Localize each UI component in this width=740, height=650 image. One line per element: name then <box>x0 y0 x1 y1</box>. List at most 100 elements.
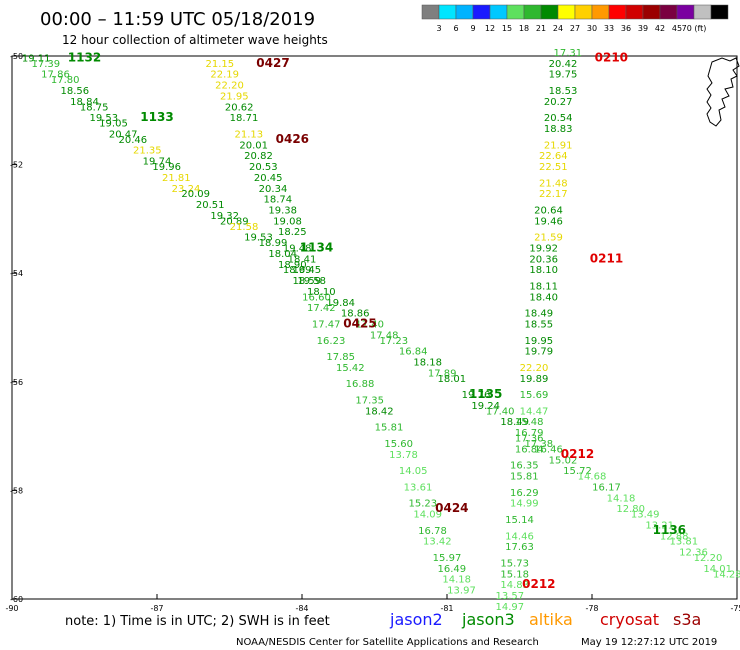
colorbar-label: 15 <box>502 24 512 33</box>
x-tick-label: -90 <box>5 604 18 613</box>
credit-text: NOAA/NESDIS Center for Satellite Applica… <box>236 637 539 648</box>
wave-height-point: 20.36 <box>529 254 558 265</box>
wave-height-point: 22.64 <box>539 151 568 162</box>
wave-height-point: 16.46 <box>534 444 563 455</box>
wave-height-point: 15.48 <box>515 417 544 428</box>
axes: -90 -87 -84 -81 -78 -75 -50 -52 -54 -56 -58 -60 <box>5 52 740 613</box>
wave-height-point: 18.10 <box>307 287 336 298</box>
wave-height-point: 19.75 <box>549 70 578 81</box>
x-tick-label: -78 <box>585 604 598 613</box>
wave-height-point: 15.81 <box>510 472 539 483</box>
wave-height-point: 16.88 <box>346 379 375 390</box>
y-tick-label: -60 <box>10 595 23 604</box>
wave-height-point: 18.75 <box>80 102 109 113</box>
wave-height-point: 14.83 <box>500 580 529 591</box>
wave-height-point: 14.09 <box>413 510 442 521</box>
wave-height-point: 20.45 <box>254 173 283 184</box>
wave-height-point: 20.82 <box>244 151 273 162</box>
wave-height-point: 17.89 <box>428 368 457 379</box>
wave-height-point: 19.53 <box>90 113 119 124</box>
colorbar-label: 12 <box>485 24 495 33</box>
colorbar-label: 24 <box>553 24 563 33</box>
pass-label: 1134 <box>300 240 333 254</box>
colorbar-swatch <box>659 4 678 20</box>
wave-height-point: 18.41 <box>288 254 317 265</box>
wave-height-point: 18.71 <box>230 113 259 124</box>
wave-height-point: 18.42 <box>365 406 394 417</box>
wave-height-point: 19.32 <box>210 211 239 222</box>
wave-height-point: 17.31 <box>554 48 583 59</box>
colorbar-swatch <box>438 4 457 20</box>
wave-height-point: 16.23 <box>317 336 346 347</box>
colorbar-swatch <box>557 4 576 20</box>
x-tick-label: -75 <box>730 604 740 613</box>
colorbar-label: 18 <box>519 24 529 33</box>
wave-height-point: 19.38 <box>268 205 297 216</box>
wave-height-point: 16.79 <box>515 428 544 439</box>
colorbar-swatch <box>489 4 508 20</box>
colorbar-label: 33 <box>604 24 614 33</box>
wave-height-point: 20.53 <box>249 162 278 173</box>
wave-height-point: 18.49 <box>525 309 554 320</box>
wave-height-point: 16.17 <box>592 482 621 493</box>
wave-height-point: 13.97 <box>447 586 476 597</box>
wave-height-point: 21.91 <box>544 140 573 151</box>
timestamp-text: May 19 12:27:12 UTC 2019 <box>581 637 717 648</box>
pass-label: 0427 <box>256 56 289 70</box>
wave-height-point: 18.55 <box>525 320 554 331</box>
wave-height-point: 17.35 <box>355 396 384 407</box>
wave-height-point: 15.02 <box>549 455 578 466</box>
pass-label: 0212 <box>522 577 555 591</box>
colorbar-swatch <box>642 4 661 20</box>
x-tick-label: -81 <box>440 604 453 613</box>
wave-height-point: 21.58 <box>230 222 259 233</box>
wave-height-point: 20.54 <box>544 113 573 124</box>
pass-label: 0211 <box>590 251 623 265</box>
wave-height-point: 19.45 <box>293 265 322 276</box>
wave-height-point: 15.73 <box>500 558 529 569</box>
wave-height-point: 15.18 <box>500 569 529 580</box>
wave-height-point: 17.48 <box>370 330 399 341</box>
colorbar-swatch <box>506 4 525 20</box>
wave-height-point: 17.63 <box>505 542 534 553</box>
colorbar-swatch <box>710 4 729 20</box>
wave-height-point: 16.60 <box>302 292 331 303</box>
wave-height-point: 18.10 <box>529 265 558 276</box>
colorbar-swatch <box>608 4 627 20</box>
wave-height-point: 18.04 <box>268 249 297 260</box>
wave-height-point: 16.84 <box>515 444 544 455</box>
plot-frame <box>11 55 738 600</box>
colorbar-label: 30 <box>587 24 597 33</box>
wave-height-point: 14.99 <box>510 499 539 510</box>
wave-height-point: 15.23 <box>409 499 438 510</box>
wave-height-point: 20.89 <box>220 216 249 227</box>
wave-height-point: 22.20 <box>520 363 549 374</box>
wave-height-point: 21.95 <box>220 91 249 102</box>
legend-altika: altika <box>529 610 573 629</box>
wave-height-point: 18.25 <box>278 227 307 238</box>
wave-height-point: 15.97 <box>433 553 462 564</box>
colorbar-label: 39 <box>638 24 648 33</box>
wave-height-point: 13.61 <box>404 482 433 493</box>
wave-height-point: 15.60 <box>384 439 413 450</box>
wave-height-point: 13.42 <box>423 537 452 548</box>
wave-height-point: 22.17 <box>539 189 568 200</box>
wave-height-point: 13.78 <box>389 450 418 461</box>
legend-jason2: jason2 <box>389 610 443 629</box>
colorbar-label: 45 <box>672 24 682 33</box>
colorbar-swatch <box>523 4 542 20</box>
x-tick-label: -84 <box>295 604 308 613</box>
wave-height-point: 13.21 <box>645 520 674 531</box>
wave-height-point: 18.86 <box>341 309 370 320</box>
wave-height-point: 20.51 <box>196 200 225 211</box>
colorbar-label: 42 <box>655 24 665 33</box>
wave-height-point: 18.59 <box>293 276 322 287</box>
wave-height-point: 18.01 <box>438 374 467 385</box>
color-scale-legend: 3 6 9 12 15 18 21 24 27 30 33 36 39 42 45 70 (ft) <box>421 4 729 33</box>
wave-height-point: 18.49 <box>500 417 529 428</box>
wave-height-point: 19.46 <box>534 216 563 227</box>
pass-label: 0212 <box>561 447 594 461</box>
wave-height-point: 21.15 <box>206 59 235 70</box>
wave-height-point: 19.76 <box>462 390 491 401</box>
